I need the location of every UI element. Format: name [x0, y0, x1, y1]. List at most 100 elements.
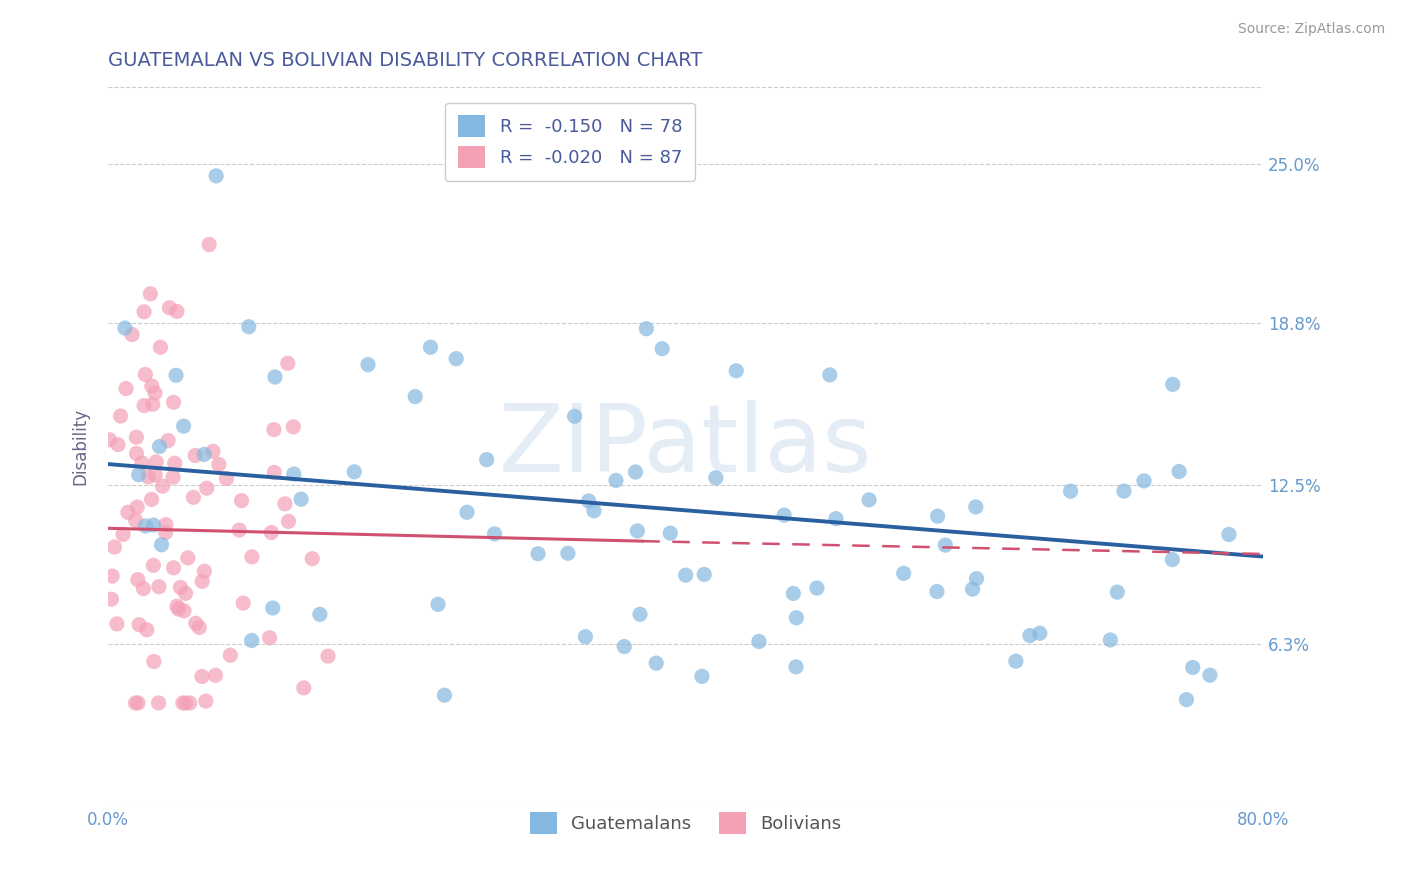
Point — [613, 640, 636, 654]
Point — [1168, 465, 1191, 479]
Point — [174, 586, 197, 600]
Point — [141, 379, 163, 393]
Point — [263, 423, 285, 437]
Point — [131, 456, 153, 470]
Point — [962, 582, 984, 596]
Point — [148, 696, 170, 710]
Point — [174, 696, 197, 710]
Point — [274, 497, 297, 511]
Point — [651, 342, 673, 356]
Point — [191, 669, 214, 683]
Point — [484, 527, 506, 541]
Point — [806, 581, 828, 595]
Point — [773, 508, 796, 522]
Point — [725, 364, 748, 378]
Point — [475, 452, 498, 467]
Point — [1218, 527, 1240, 541]
Point — [115, 382, 138, 396]
Point — [105, 616, 128, 631]
Point — [785, 660, 807, 674]
Point — [675, 568, 697, 582]
Point — [704, 471, 727, 485]
Point — [1181, 660, 1204, 674]
Point — [1161, 552, 1184, 566]
Point — [204, 668, 226, 682]
Point — [195, 481, 218, 495]
Point — [965, 500, 987, 514]
Point — [1161, 377, 1184, 392]
Point — [128, 617, 150, 632]
Point — [157, 434, 180, 448]
Point — [193, 447, 215, 461]
Point — [1059, 484, 1081, 499]
Point — [1107, 585, 1129, 599]
Point — [183, 491, 205, 505]
Point — [172, 696, 194, 710]
Point — [208, 458, 231, 472]
Point — [557, 546, 579, 560]
Point — [124, 696, 146, 710]
Point — [132, 305, 155, 319]
Point — [527, 547, 550, 561]
Point — [1133, 474, 1156, 488]
Point — [177, 550, 200, 565]
Point — [167, 602, 190, 616]
Point — [659, 526, 682, 541]
Point — [262, 601, 284, 615]
Point — [564, 409, 586, 424]
Point — [135, 623, 157, 637]
Legend: Guatemalans, Bolivians: Guatemalans, Bolivians — [520, 804, 851, 844]
Point — [145, 455, 167, 469]
Point — [107, 437, 129, 451]
Point — [142, 655, 165, 669]
Point — [690, 669, 713, 683]
Point — [162, 395, 184, 409]
Point — [232, 596, 254, 610]
Point — [169, 581, 191, 595]
Point — [98, 433, 121, 447]
Point — [135, 519, 157, 533]
Point — [292, 681, 315, 695]
Point — [125, 430, 148, 444]
Point — [966, 572, 988, 586]
Point — [582, 504, 605, 518]
Point — [1175, 692, 1198, 706]
Point — [1099, 632, 1122, 647]
Point — [1005, 654, 1028, 668]
Point — [277, 356, 299, 370]
Point — [150, 538, 173, 552]
Point — [188, 620, 211, 634]
Point — [1112, 484, 1135, 499]
Point — [166, 304, 188, 318]
Point — [125, 513, 148, 527]
Point — [163, 456, 186, 470]
Point — [260, 525, 283, 540]
Text: ZIPatlas: ZIPatlas — [499, 401, 872, 492]
Point — [574, 630, 596, 644]
Point — [125, 446, 148, 460]
Point — [419, 340, 441, 354]
Point — [925, 584, 948, 599]
Point — [238, 319, 260, 334]
Point — [858, 492, 880, 507]
Point — [427, 598, 450, 612]
Point — [283, 420, 305, 434]
Point — [240, 633, 263, 648]
Point — [136, 470, 159, 484]
Point — [782, 586, 804, 600]
Point — [101, 569, 124, 583]
Point — [219, 648, 242, 663]
Point — [141, 492, 163, 507]
Point — [605, 474, 627, 488]
Point — [143, 386, 166, 401]
Point — [155, 525, 177, 540]
Point — [127, 696, 149, 710]
Point — [159, 301, 181, 315]
Text: Source: ZipAtlas.com: Source: ZipAtlas.com — [1237, 22, 1385, 37]
Point — [264, 370, 287, 384]
Point — [825, 511, 848, 525]
Point — [404, 390, 426, 404]
Point — [578, 494, 600, 508]
Point — [139, 286, 162, 301]
Point — [785, 611, 807, 625]
